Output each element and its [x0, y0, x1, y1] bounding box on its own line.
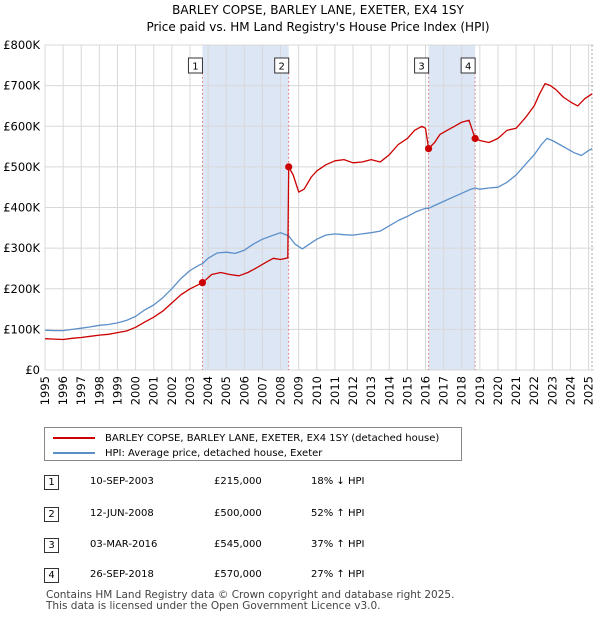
sale-badge-label: 4 [465, 62, 471, 73]
x-tick-label: 2011 [328, 376, 342, 405]
legend: BARLEY COPSE, BARLEY LANE, EXETER, EX4 1… [44, 427, 462, 461]
y-tick-label: £400K [3, 201, 40, 215]
price-chart: BARLEY COPSE, BARLEY LANE, EXETER, EX4 1… [3, 3, 596, 405]
sale-badge-label: 1 [192, 62, 198, 73]
x-tick-label: 2016 [418, 376, 432, 405]
sale-row: 1 10-SEP-2003 £215,000 18% ↓ HPI [44, 475, 404, 491]
x-tick-label: 2023 [545, 376, 559, 405]
legend-label-hpi: HPI: Average price, detached house, Exet… [105, 447, 323, 459]
sale-hpi-change: 52% ↑ HPI [311, 508, 365, 519]
y-tick-label: £500K [3, 160, 40, 174]
x-tick-label: 2014 [382, 376, 396, 405]
sale-row: 3 03-MAR-2016 £545,000 37% ↑ HPI [44, 538, 404, 554]
footer-copyright: Contains HM Land Registry data © Crown c… [46, 589, 455, 601]
x-tick-label: 2020 [491, 376, 505, 405]
x-tick-label: 2013 [364, 376, 378, 405]
sale-number-badge: 4 [44, 568, 59, 583]
x-tick-label: 1999 [110, 376, 124, 405]
sale-date: 12-JUN-2008 [90, 508, 154, 519]
y-tick-label: £300K [3, 241, 40, 255]
x-tick-label: 2004 [201, 376, 215, 405]
chart-title: BARLEY COPSE, BARLEY LANE, EXETER, EX4 1… [172, 3, 464, 17]
footer: Contains HM Land Registry data © Crown c… [46, 590, 454, 612]
y-tick-label: £100K [3, 322, 40, 336]
x-tick-label: 2009 [292, 376, 306, 405]
x-tick-label: 1998 [92, 376, 106, 405]
series-line [44, 137, 593, 332]
sale-point [424, 144, 433, 153]
series-line [44, 82, 593, 341]
x-tick-label: 2015 [400, 376, 414, 405]
sale-price: £500,000 [214, 508, 262, 519]
y-tick-label: £800K [3, 38, 40, 52]
x-tick-label: 2005 [219, 376, 233, 405]
sale-price: £545,000 [214, 539, 262, 550]
x-tick-label: 2022 [527, 376, 541, 405]
y-tick-label: £200K [3, 282, 40, 296]
sale-badge [187, 57, 203, 74]
sale-price: £570,000 [214, 569, 262, 580]
x-tick-label: 1997 [74, 376, 88, 405]
sale-point [471, 134, 479, 143]
legend-swatch-hpi [53, 452, 95, 454]
x-tick-label: 2024 [563, 376, 577, 405]
sale-badge-label: 2 [279, 62, 285, 73]
legend-item-hpi: HPI: Average price, detached house, Exet… [53, 446, 322, 460]
x-tick-label: 2007 [255, 376, 269, 405]
y-tick-label: £600K [3, 119, 40, 133]
x-tick-label: 2019 [473, 376, 487, 405]
sale-badge-label: 3 [418, 62, 424, 73]
sale-number-badge: 1 [44, 475, 59, 490]
x-tick-label: 2018 [455, 376, 469, 405]
footer-licence: This data is licensed under the Open Gov… [46, 600, 381, 612]
legend-label-property: BARLEY COPSE, BARLEY LANE, EXETER, EX4 1… [105, 432, 440, 444]
sale-date: 26-SEP-2018 [90, 569, 154, 580]
x-tick-label: 1995 [38, 376, 52, 405]
x-tick-label: 2003 [183, 376, 197, 405]
x-tick-label: 2017 [437, 376, 451, 405]
sale-point [285, 163, 293, 171]
sale-hpi-change: 27% ↑ HPI [311, 569, 365, 580]
sale-price: £215,000 [214, 476, 262, 487]
x-tick-label: 2006 [237, 376, 251, 405]
sale-badge [460, 57, 476, 74]
sale-row: 2 12-JUN-2008 £500,000 52% ↑ HPI [44, 507, 404, 523]
x-tick-label: 2025 [582, 376, 596, 405]
x-tick-label: 2010 [310, 376, 324, 405]
x-tick-label: 2001 [147, 376, 161, 405]
sale-hpi-change: 18% ↓ HPI [311, 476, 365, 487]
x-tick-label: 2012 [346, 376, 360, 405]
x-tick-label: 2008 [274, 376, 288, 405]
sale-date: 03-MAR-2016 [90, 539, 158, 550]
x-tick-label: 1996 [56, 376, 70, 405]
x-tick-label: 2002 [165, 376, 179, 405]
sale-number-badge: 2 [44, 507, 59, 522]
sale-hpi-change: 37% ↑ HPI [311, 539, 365, 550]
sale-row: 4 26-SEP-2018 £570,000 27% ↑ HPI [44, 568, 404, 584]
y-tick-label: £700K [3, 79, 40, 93]
chart-subtitle: Price paid vs. HM Land Registry's House … [146, 20, 489, 34]
legend-swatch-property [53, 437, 95, 439]
sale-date: 10-SEP-2003 [90, 476, 154, 487]
sale-number-badge: 3 [44, 538, 59, 553]
sale-badge [274, 57, 290, 74]
y-tick-label: £0 [25, 363, 40, 377]
legend-item-property: BARLEY COPSE, BARLEY LANE, EXETER, EX4 1… [53, 431, 439, 445]
sale-badge [414, 57, 430, 74]
x-tick-label: 2021 [509, 376, 523, 405]
sale-point [198, 279, 207, 287]
x-tick-label: 2000 [129, 376, 143, 405]
